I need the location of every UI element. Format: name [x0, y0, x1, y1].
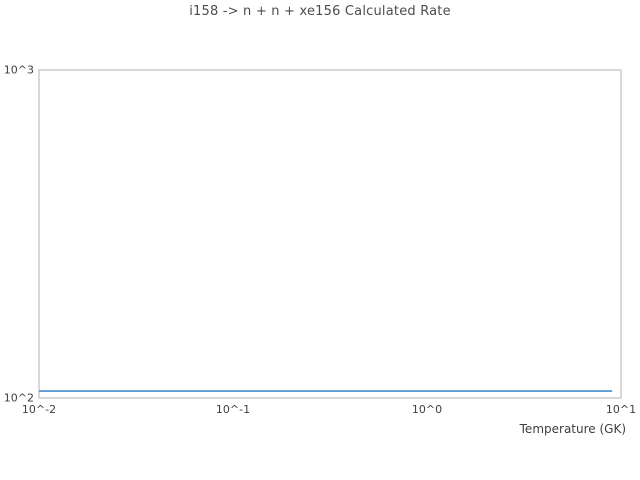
x-tick-label: 10^-1 — [215, 403, 251, 416]
y-tick-label: 10^3 — [3, 63, 34, 77]
x-tick-label: 10^-2 — [21, 403, 57, 416]
y-tick-label: 10^2 — [3, 391, 34, 405]
x-tick-label: 10^0 — [411, 403, 443, 416]
plot-border — [38, 69, 622, 399]
x-axis-label: Temperature (GK) — [519, 422, 626, 436]
chart-title: i158 -> n + n + xe156 Calculated Rate — [189, 4, 451, 19]
x-tick-label: 10^1 — [605, 403, 637, 416]
